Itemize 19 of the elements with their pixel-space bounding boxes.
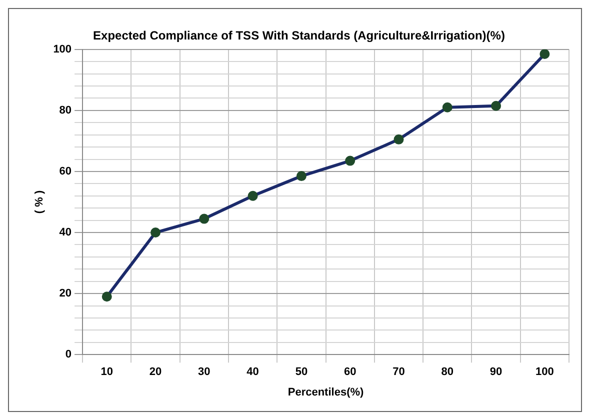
y-tick-label: 0	[65, 348, 72, 361]
x-tick-label: 80	[441, 366, 454, 378]
x-tick-label: 20	[149, 366, 162, 378]
y-tick-label: 40	[59, 226, 72, 239]
x-tick-label: 50	[295, 366, 308, 378]
y-tick-label: 20	[59, 288, 72, 300]
x-axis-title: Percentiles(%)	[288, 386, 364, 398]
y-tick-label: 80	[59, 104, 72, 116]
x-tick-label: 100	[536, 366, 554, 378]
y-tick-label: 100	[53, 43, 72, 56]
x-tick-label: 30	[198, 366, 210, 378]
x-tick-label: 10	[100, 366, 113, 378]
y-tick-label: 60	[59, 166, 72, 178]
y-axis-title: ( % )	[34, 190, 46, 214]
x-tick-label: 40	[246, 366, 259, 378]
chart-title: Expected Compliance of TSS With Standards (Agriculture&Irrigation)(%)	[93, 28, 505, 43]
x-tick-label: 60	[344, 366, 356, 378]
x-tick-label: 90	[490, 366, 502, 378]
x-tick-label: 70	[392, 366, 405, 378]
